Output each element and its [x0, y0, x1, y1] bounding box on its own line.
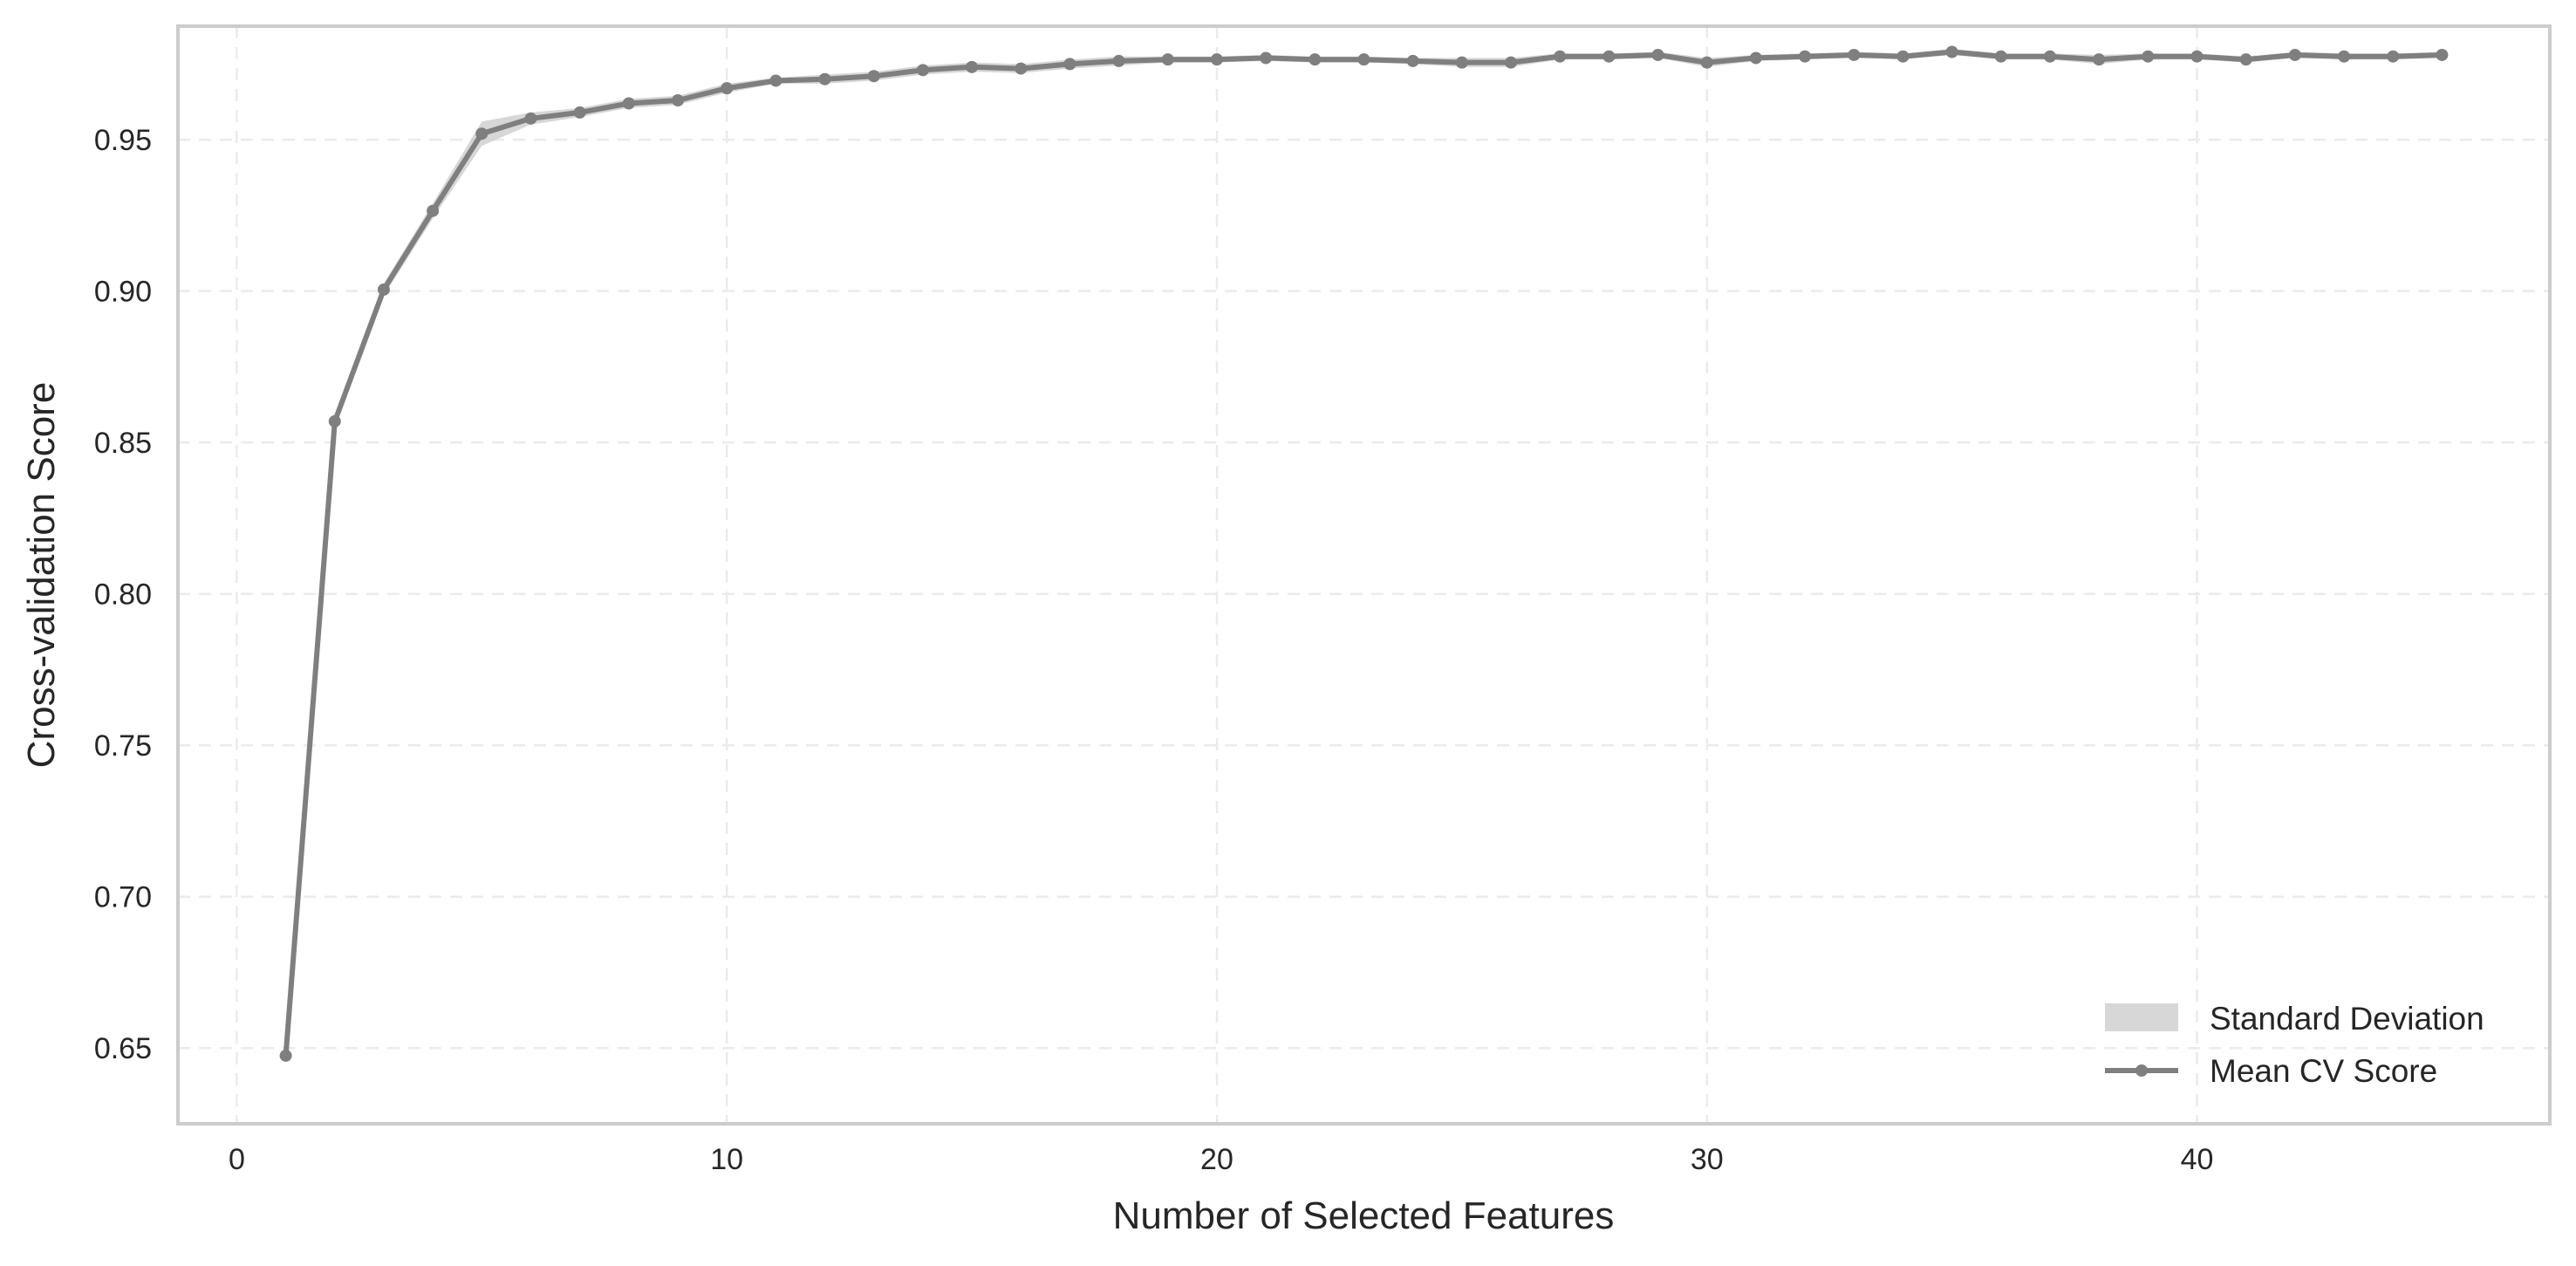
mean-cv-point [622, 97, 635, 110]
y-tick-label: 0.70 [94, 881, 152, 914]
mean-cv-point [2239, 53, 2252, 66]
y-axis-label: Cross-validation Score [20, 382, 63, 769]
x-tick-label: 20 [1200, 1143, 1233, 1176]
x-tick-label: 0 [229, 1143, 245, 1176]
x-tick-label: 30 [1691, 1143, 1724, 1176]
mean-cv-point [475, 127, 489, 140]
y-tick-label: 0.75 [94, 729, 152, 763]
mean-cv-point [1455, 56, 1468, 69]
mean-cv-point [1308, 53, 1322, 66]
y-tick-label: 0.95 [94, 124, 152, 157]
mean-cv-point [328, 414, 341, 428]
x-tick-label: 40 [2181, 1143, 2214, 1176]
x-tick-labels: 0 10 20 30 40 [229, 1143, 2213, 1176]
mean-cv-point [2142, 50, 2155, 63]
mean-cv-point [524, 112, 537, 125]
mean-cv-point [1161, 53, 1174, 66]
mean-cv-point [1554, 50, 1567, 63]
mean-cv-point [377, 283, 390, 296]
legend: Standard Deviation Mean CV Score [2105, 1001, 2484, 1089]
mean-cv-point [1260, 51, 1273, 65]
grid-lines [178, 26, 2550, 1124]
y-tick-label: 0.90 [94, 276, 152, 309]
mean-cv-point [1749, 51, 1762, 65]
x-axis-label: Number of Selected Features [1113, 1194, 1615, 1237]
mean-cv-point [867, 70, 880, 83]
mean-cv-point [1357, 53, 1370, 66]
y-tick-label: 0.85 [94, 427, 152, 460]
mean-cv-point [1848, 48, 1861, 61]
mean-cv-point [966, 60, 979, 73]
legend-std-swatch [2105, 1003, 2178, 1031]
mean-cv-point [1505, 56, 1518, 69]
mean-cv-point [1063, 58, 1076, 71]
y-tick-label: 0.65 [94, 1032, 152, 1065]
mean-cv-point [818, 72, 831, 86]
mean-cv-point [2190, 50, 2204, 63]
mean-cv-point [1945, 45, 1958, 58]
legend-mean-marker [2135, 1064, 2148, 1077]
plot-frame [176, 24, 2552, 1126]
mean-cv-point [1015, 62, 1028, 75]
mean-cv-point [427, 204, 440, 217]
mean-cv-point [1602, 50, 1616, 63]
y-tick-label: 0.80 [94, 578, 152, 612]
x-tick-label: 10 [710, 1143, 743, 1176]
mean-cv-point [1896, 50, 1910, 63]
y-tick-labels: 0.65 0.70 0.75 0.80 0.85 0.90 0.95 [94, 124, 152, 1065]
mean-cv-point [279, 1049, 292, 1062]
mean-cv-point [1651, 48, 1664, 61]
legend-mean-label: Mean CV Score [2210, 1053, 2437, 1089]
mean-cv-point [2338, 50, 2351, 63]
mean-cv-point [2093, 53, 2106, 66]
mean-cv-point [769, 74, 782, 87]
mean-cv-point [1994, 50, 2007, 63]
legend-std-label: Standard Deviation [2210, 1001, 2484, 1037]
mean-cv-point [1210, 53, 1223, 66]
mean-cv-point [2387, 50, 2400, 63]
mean-cv-point [2436, 48, 2449, 61]
mean-cv-point [1700, 56, 1713, 69]
mean-cv-point [1799, 50, 1812, 63]
mean-cv-point [916, 64, 929, 77]
mean-cv-point [1406, 54, 1419, 67]
mean-cv-point [2043, 50, 2056, 63]
mean-line-layer [279, 45, 2449, 1062]
mean-cv-point [672, 94, 685, 107]
mean-cv-point [721, 82, 734, 95]
mean-cv-point [573, 106, 586, 119]
mean-cv-point [1112, 54, 1125, 67]
mean-cv-point [2288, 48, 2301, 61]
